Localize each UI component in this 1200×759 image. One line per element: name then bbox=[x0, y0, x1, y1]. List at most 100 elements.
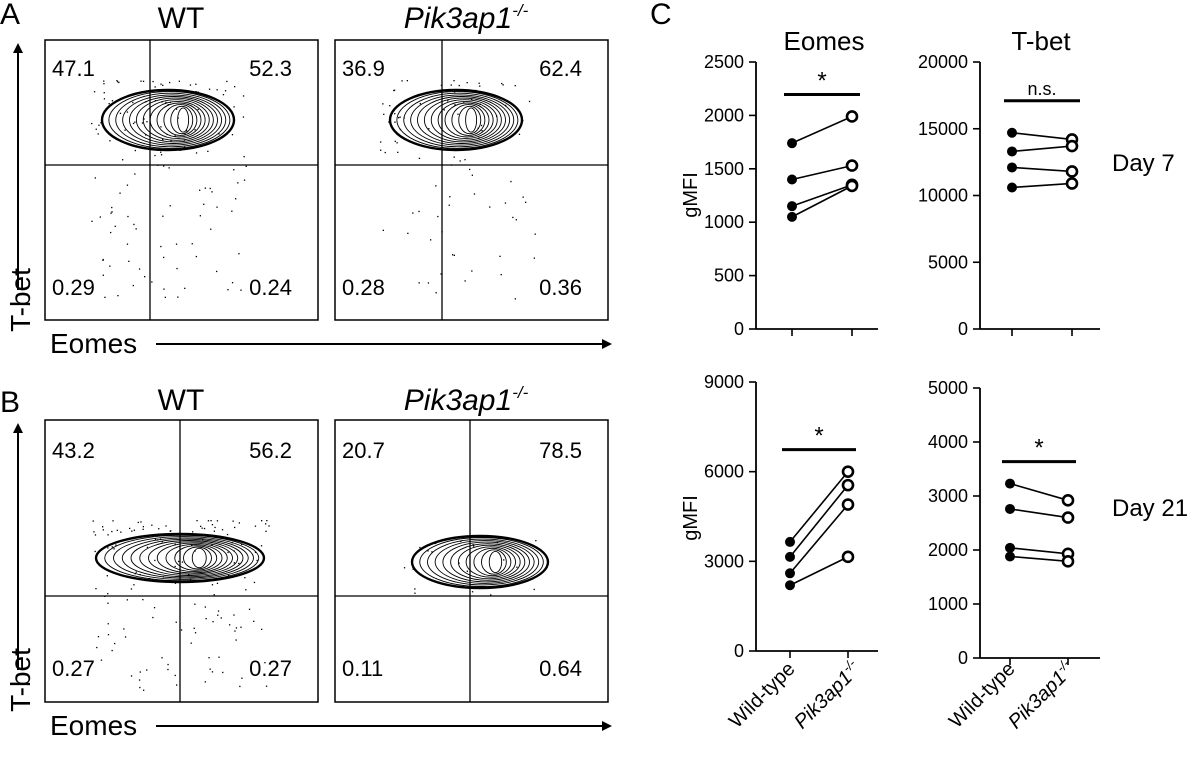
quadrant-ur: 56.2 bbox=[249, 438, 292, 463]
event-dot bbox=[534, 233, 536, 235]
event-dot bbox=[218, 133, 220, 135]
contour-line bbox=[457, 544, 521, 580]
event-dot bbox=[501, 82, 503, 85]
event-dot bbox=[458, 84, 460, 87]
wildtype-point bbox=[787, 174, 797, 185]
dot-plot-ylabel-top: gMFI bbox=[680, 172, 702, 218]
pair-line bbox=[789, 556, 849, 586]
contour-line bbox=[450, 543, 526, 581]
event-dot bbox=[382, 103, 384, 105]
pair-line bbox=[789, 484, 849, 558]
pair-line bbox=[791, 185, 853, 218]
flow-plot-a-ko: 36.9 62.4 0.28 0.36 bbox=[334, 39, 609, 321]
event-dot bbox=[473, 193, 476, 195]
event-dot bbox=[227, 551, 229, 554]
event-dot bbox=[218, 656, 220, 658]
event-dot bbox=[144, 276, 146, 278]
event-dot bbox=[116, 80, 118, 82]
wildtype-point bbox=[1005, 478, 1015, 489]
event-dot bbox=[254, 525, 257, 527]
pik3ap1-point bbox=[1065, 139, 1079, 153]
contour-line bbox=[174, 545, 218, 571]
event-dot bbox=[216, 270, 218, 273]
event-dot bbox=[460, 540, 462, 543]
y-tick-label: 1000 bbox=[928, 594, 968, 614]
pik3ap1-point bbox=[845, 179, 859, 193]
event-dot bbox=[158, 528, 160, 530]
event-dot bbox=[138, 679, 141, 681]
event-dot bbox=[177, 117, 179, 119]
event-dot bbox=[394, 121, 396, 123]
event-dot bbox=[132, 122, 135, 125]
event-dot bbox=[174, 565, 176, 568]
event-dot bbox=[94, 550, 96, 553]
event-dot bbox=[107, 602, 109, 604]
flow-plot-b-wt: 43.2 56.2 0.27 0.27 bbox=[44, 419, 319, 703]
event-dot bbox=[97, 636, 100, 638]
event-dot bbox=[535, 540, 537, 542]
event-dot bbox=[118, 81, 120, 84]
event-dot bbox=[229, 624, 231, 626]
contour-line bbox=[410, 94, 511, 146]
event-dot bbox=[245, 589, 247, 591]
event-dot bbox=[253, 620, 255, 622]
event-dot bbox=[394, 140, 396, 142]
event-dot bbox=[231, 282, 234, 284]
event-dot bbox=[93, 531, 95, 533]
event-dot bbox=[130, 675, 133, 677]
quadrant-ll: 0.28 bbox=[342, 275, 385, 300]
event-dot bbox=[143, 118, 145, 120]
wildtype-point bbox=[787, 201, 797, 212]
event-dot bbox=[414, 588, 416, 590]
event-dot bbox=[135, 228, 137, 230]
event-dot bbox=[109, 265, 111, 267]
event-dot bbox=[197, 108, 199, 111]
event-dot bbox=[165, 101, 167, 104]
event-dot bbox=[522, 196, 524, 198]
event-dot bbox=[146, 121, 148, 123]
event-dot bbox=[242, 116, 245, 118]
y-tick-label: 2000 bbox=[704, 105, 744, 125]
event-dot bbox=[227, 289, 229, 291]
contour-line bbox=[396, 91, 519, 149]
event-dot bbox=[235, 198, 237, 200]
event-dot bbox=[412, 212, 414, 214]
flow-contours-b-ko bbox=[403, 534, 550, 596]
y-tick-label: 20000 bbox=[918, 52, 968, 72]
event-dot bbox=[111, 206, 113, 209]
event-dot bbox=[516, 566, 518, 568]
event-dot bbox=[268, 525, 270, 527]
event-dot bbox=[110, 212, 112, 214]
event-dot bbox=[95, 588, 97, 590]
event-dot bbox=[91, 122, 93, 125]
event-dot bbox=[242, 95, 245, 97]
event-dot bbox=[265, 685, 268, 687]
event-dot bbox=[111, 211, 113, 213]
y-tick-label: 4000 bbox=[928, 432, 968, 452]
contour-line bbox=[434, 540, 535, 584]
event-dot bbox=[241, 677, 243, 679]
quadrant-ll: 0.11 bbox=[342, 656, 383, 681]
event-dot bbox=[180, 629, 183, 631]
event-dot bbox=[399, 116, 401, 118]
pair-line bbox=[789, 471, 849, 543]
event-dot bbox=[194, 632, 197, 634]
contour-line bbox=[165, 543, 223, 573]
contour-line bbox=[465, 107, 478, 133]
event-dot bbox=[161, 657, 163, 659]
pik3ap1-point bbox=[841, 550, 855, 564]
event-dot bbox=[103, 80, 105, 82]
event-dot bbox=[174, 135, 176, 137]
y-tick-label: 0 bbox=[734, 641, 744, 661]
quadrant-lr: 0.36 bbox=[539, 275, 582, 300]
event-dot bbox=[168, 167, 170, 169]
contour-line bbox=[444, 102, 490, 138]
flow-title-b-ko: Pik3ap1-/- bbox=[404, 383, 529, 417]
event-dot bbox=[503, 559, 505, 561]
event-dot bbox=[235, 639, 237, 641]
event-dot bbox=[185, 129, 188, 132]
event-dot bbox=[207, 520, 210, 522]
y-tick-label: 3000 bbox=[704, 551, 744, 571]
event-dot bbox=[160, 245, 162, 248]
event-dot bbox=[514, 298, 516, 300]
